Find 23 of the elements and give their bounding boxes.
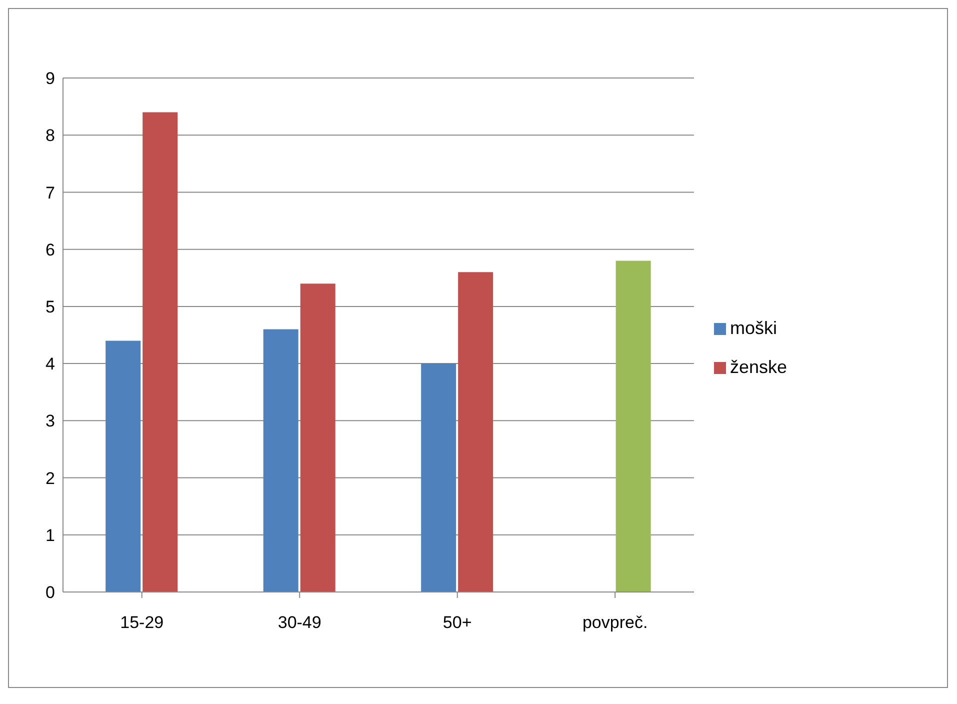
y-tick-label: 0 — [46, 583, 55, 602]
y-tick-label: 7 — [46, 183, 55, 202]
bar — [106, 340, 141, 592]
y-tick-label: 2 — [46, 468, 55, 488]
y-tick-label: 9 — [46, 69, 55, 88]
bar — [263, 329, 298, 592]
y-tick-label: 5 — [46, 297, 55, 316]
x-tick-label: 15-29 — [120, 613, 164, 632]
legend-label: ženske — [730, 357, 787, 378]
bar — [421, 364, 456, 592]
y-tick-label: 4 — [46, 354, 55, 374]
y-tick-label: 3 — [46, 412, 55, 431]
y-tick-label: 8 — [46, 126, 55, 146]
x-tick-label: 50+ — [442, 613, 472, 632]
x-tick-label: povpreč. — [582, 613, 648, 632]
bar — [142, 112, 178, 592]
x-tick-label: 30-49 — [278, 613, 322, 632]
bar — [458, 272, 494, 592]
bar — [300, 284, 336, 592]
bar — [616, 260, 651, 592]
y-tick-label: 6 — [46, 240, 55, 260]
legend-label: moški — [730, 318, 777, 339]
y-tick-label: 1 — [46, 526, 55, 545]
